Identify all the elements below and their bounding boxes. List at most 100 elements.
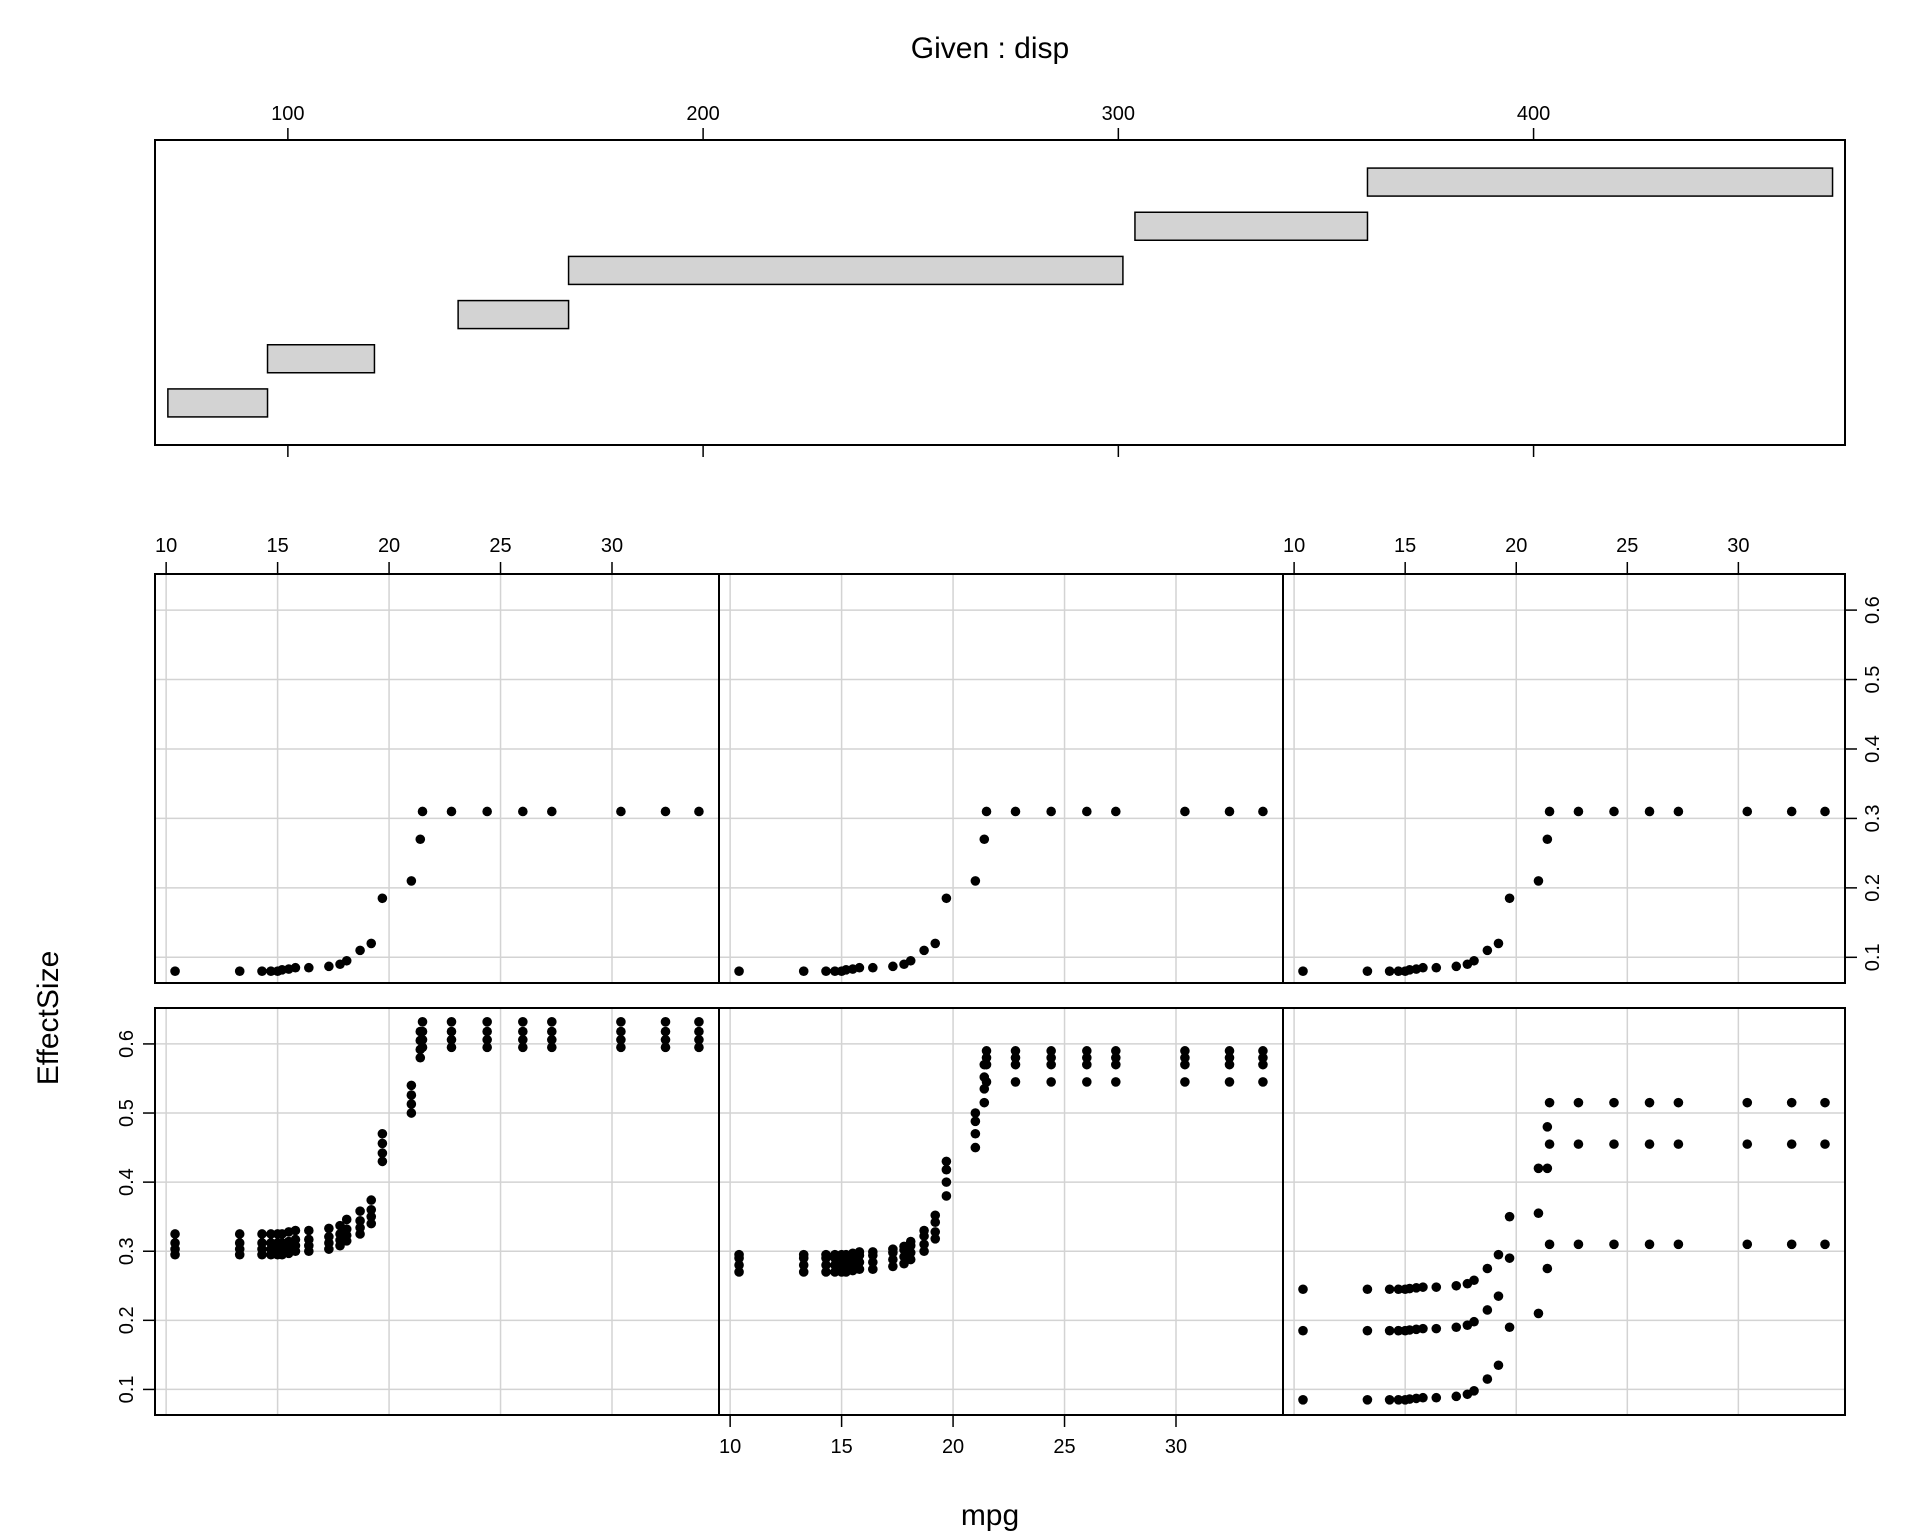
data-point <box>1820 1139 1830 1149</box>
given-interval-bar <box>457 299 570 330</box>
data-point <box>1451 1322 1462 1333</box>
y-tick-label-left: 0.6 <box>116 1030 138 1058</box>
data-point <box>905 955 916 966</box>
data-point <box>854 962 865 973</box>
data-point <box>266 1229 276 1239</box>
data-point <box>941 1177 952 1187</box>
data-point <box>1298 1284 1308 1295</box>
data-point <box>366 1211 377 1222</box>
x-tick-label-top: 15 <box>1394 535 1416 557</box>
given-interval-bar <box>266 344 376 374</box>
data-point <box>1542 1122 1553 1132</box>
data-point <box>1180 1046 1190 1056</box>
data-point <box>1362 1394 1373 1405</box>
data-point <box>1258 1052 1268 1063</box>
data-point <box>919 945 929 956</box>
data-point <box>798 966 809 976</box>
data-point <box>1533 1208 1544 1219</box>
data-point <box>1111 1046 1121 1056</box>
data-point <box>1298 1325 1308 1336</box>
data-point <box>616 1026 626 1037</box>
data-point <box>1010 806 1021 817</box>
data-point <box>854 1257 865 1268</box>
data-point <box>919 1239 929 1250</box>
data-point <box>234 966 245 976</box>
given-tick-label: 100 <box>271 103 304 125</box>
x-tick-label-top: 20 <box>378 535 400 557</box>
data-point <box>1393 966 1404 976</box>
given-panel-box <box>154 139 1846 446</box>
data-point <box>1469 1275 1479 1286</box>
data-point <box>518 1034 528 1045</box>
y-tick-label-right: 0.5 <box>1862 666 1884 694</box>
data-point <box>930 938 941 949</box>
data-point <box>830 966 840 976</box>
data-point <box>304 1234 314 1245</box>
data-point <box>979 834 990 845</box>
data-point <box>1544 806 1555 817</box>
data-point <box>415 1044 426 1055</box>
data-point <box>970 1116 981 1127</box>
data-point <box>1082 806 1092 817</box>
data-point <box>798 1267 809 1277</box>
data-point <box>377 1138 388 1149</box>
data-point <box>1573 1097 1584 1108</box>
data-point <box>234 1238 245 1248</box>
given-tick-label: 400 <box>1517 103 1550 125</box>
data-point <box>868 1257 878 1268</box>
data-point <box>170 1229 180 1239</box>
data-point <box>888 1254 898 1265</box>
y-tick-label-left: 0.3 <box>116 1237 138 1265</box>
data-point <box>1493 1291 1504 1301</box>
data-point <box>1542 834 1553 845</box>
data-point <box>1224 1077 1235 1087</box>
data-point <box>660 1026 671 1037</box>
data-point <box>1362 1325 1373 1336</box>
data-point <box>1384 1284 1395 1295</box>
data-point <box>547 1034 557 1045</box>
data-point <box>547 1017 557 1027</box>
data-point <box>1786 1097 1797 1108</box>
data-point <box>1742 806 1753 817</box>
data-point <box>355 945 365 956</box>
data-point <box>1469 955 1479 966</box>
x-tick-label-bottom: 10 <box>719 1436 741 1458</box>
given-interval-bar <box>167 388 269 418</box>
data-point <box>830 1249 840 1260</box>
data-point <box>355 1222 365 1233</box>
data-point <box>1224 1046 1235 1056</box>
data-point <box>290 962 301 973</box>
data-point <box>616 806 626 817</box>
data-point <box>1493 1249 1504 1260</box>
data-point <box>1504 1211 1515 1222</box>
data-point <box>1673 1097 1684 1108</box>
data-point <box>482 1026 492 1037</box>
data-point <box>1786 1239 1797 1250</box>
data-point <box>1544 1139 1555 1149</box>
data-point <box>1258 1059 1268 1070</box>
data-point <box>616 1017 626 1027</box>
data-point <box>854 1247 865 1257</box>
data-point <box>1298 966 1308 976</box>
data-point <box>1820 806 1830 817</box>
data-point <box>1418 1282 1428 1292</box>
x-tick-label-top: 10 <box>1283 535 1305 557</box>
data-point <box>888 961 898 972</box>
given-title: Given : disp <box>911 32 1069 65</box>
data-point <box>366 1204 377 1215</box>
data-point <box>417 806 428 817</box>
x-axis-label: mpg <box>961 1499 1019 1532</box>
data-point <box>290 1234 301 1245</box>
data-point <box>821 966 831 976</box>
data-point <box>366 938 377 949</box>
data-point <box>366 1195 377 1205</box>
x-tick-label-top: 15 <box>266 535 288 557</box>
given-interval-bar <box>1366 167 1834 197</box>
data-point <box>1180 1052 1190 1063</box>
data-point <box>1742 1239 1753 1250</box>
data-point <box>868 1264 878 1274</box>
data-point <box>1493 938 1504 949</box>
data-point <box>1786 806 1797 817</box>
data-point <box>257 1238 267 1248</box>
data-point <box>547 1026 557 1037</box>
